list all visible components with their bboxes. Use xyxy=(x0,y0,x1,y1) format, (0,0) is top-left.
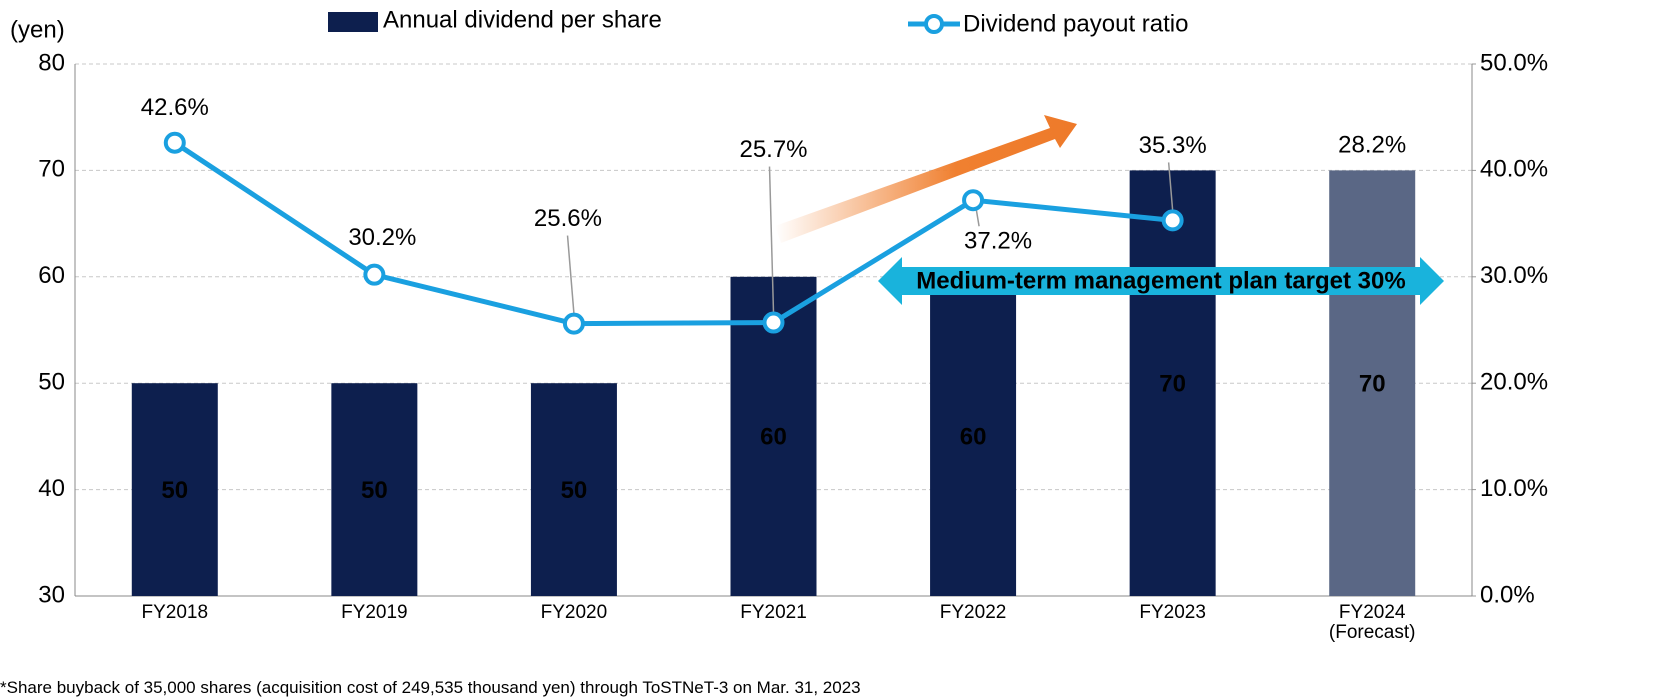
legend-label: Dividend payout ratio xyxy=(963,10,1188,37)
y2-tick-label: 50.0% xyxy=(1480,49,1548,76)
forecast-payout-label: 28.2% xyxy=(1338,131,1406,158)
y-tick-label: 60 xyxy=(38,262,65,289)
bar xyxy=(331,383,418,596)
trend-arrow xyxy=(775,115,1077,243)
y-tick-label: 50 xyxy=(38,369,65,396)
line-marker xyxy=(363,263,386,286)
y2-tick-label: 0.0% xyxy=(1480,581,1535,608)
legend-swatch xyxy=(328,12,378,32)
leader-line xyxy=(566,235,575,314)
y-tick-label: 30 xyxy=(38,581,65,608)
x-tick-label: FY2021 xyxy=(740,602,807,623)
line-value-label: 30.2% xyxy=(348,224,416,251)
leader-line xyxy=(1167,162,1174,211)
line-value-label: 37.2% xyxy=(964,228,1032,255)
bar-value-label: 70 xyxy=(1359,371,1386,398)
x-tick-label: FY2018 xyxy=(141,602,209,623)
y-axis-label: (yen) xyxy=(10,16,65,43)
x-tick-label: FY2022 xyxy=(939,602,1007,623)
y2-tick-label: 20.0% xyxy=(1480,369,1548,396)
target-arrow xyxy=(878,257,1444,305)
bar-value-label: 70 xyxy=(1159,371,1186,398)
line-marker xyxy=(163,131,186,154)
line-value-label: 42.6% xyxy=(141,94,209,121)
x-tick-label: FY2023 xyxy=(1139,602,1206,623)
bar-value-label: 50 xyxy=(561,477,588,504)
line-value-label: 35.3% xyxy=(1139,132,1207,159)
line-marker xyxy=(762,311,785,334)
line-marker xyxy=(962,189,985,212)
line xyxy=(173,140,1173,327)
bar xyxy=(131,383,218,596)
bar-value-label: 60 xyxy=(760,424,787,451)
legend-label: Annual dividend per share xyxy=(383,6,662,33)
x-tick-label: FY2024 (Forecast) xyxy=(1328,602,1416,643)
y-tick-label: 40 xyxy=(38,475,65,502)
target-label: Medium-term management plan target 30% xyxy=(916,267,1405,294)
bar-value-label: 60 xyxy=(960,424,987,451)
line-value-label: 25.6% xyxy=(534,205,602,232)
bar xyxy=(530,383,617,596)
y-tick-label: 70 xyxy=(38,156,65,183)
y-tick-label: 80 xyxy=(38,49,65,76)
line-marker xyxy=(1161,209,1184,232)
bar xyxy=(930,276,1017,596)
leader-line xyxy=(768,166,775,313)
line-marker xyxy=(562,312,585,335)
x-tick-label: FY2020 xyxy=(540,602,608,623)
y2-tick-label: 10.0% xyxy=(1480,475,1548,502)
line-value-label: 25.7% xyxy=(739,136,807,163)
bar-value-label: 50 xyxy=(161,477,188,504)
y2-tick-label: 30.0% xyxy=(1480,262,1548,289)
legend-marker xyxy=(924,14,944,34)
bar xyxy=(1329,170,1416,596)
bar xyxy=(1129,170,1216,596)
x-tick-label: FY2019 xyxy=(341,602,408,623)
y2-tick-label: 40.0% xyxy=(1480,156,1548,183)
bar-value-label: 50 xyxy=(361,477,388,504)
footnote: *Share buyback of 35,000 shares (acquisi… xyxy=(0,678,861,697)
